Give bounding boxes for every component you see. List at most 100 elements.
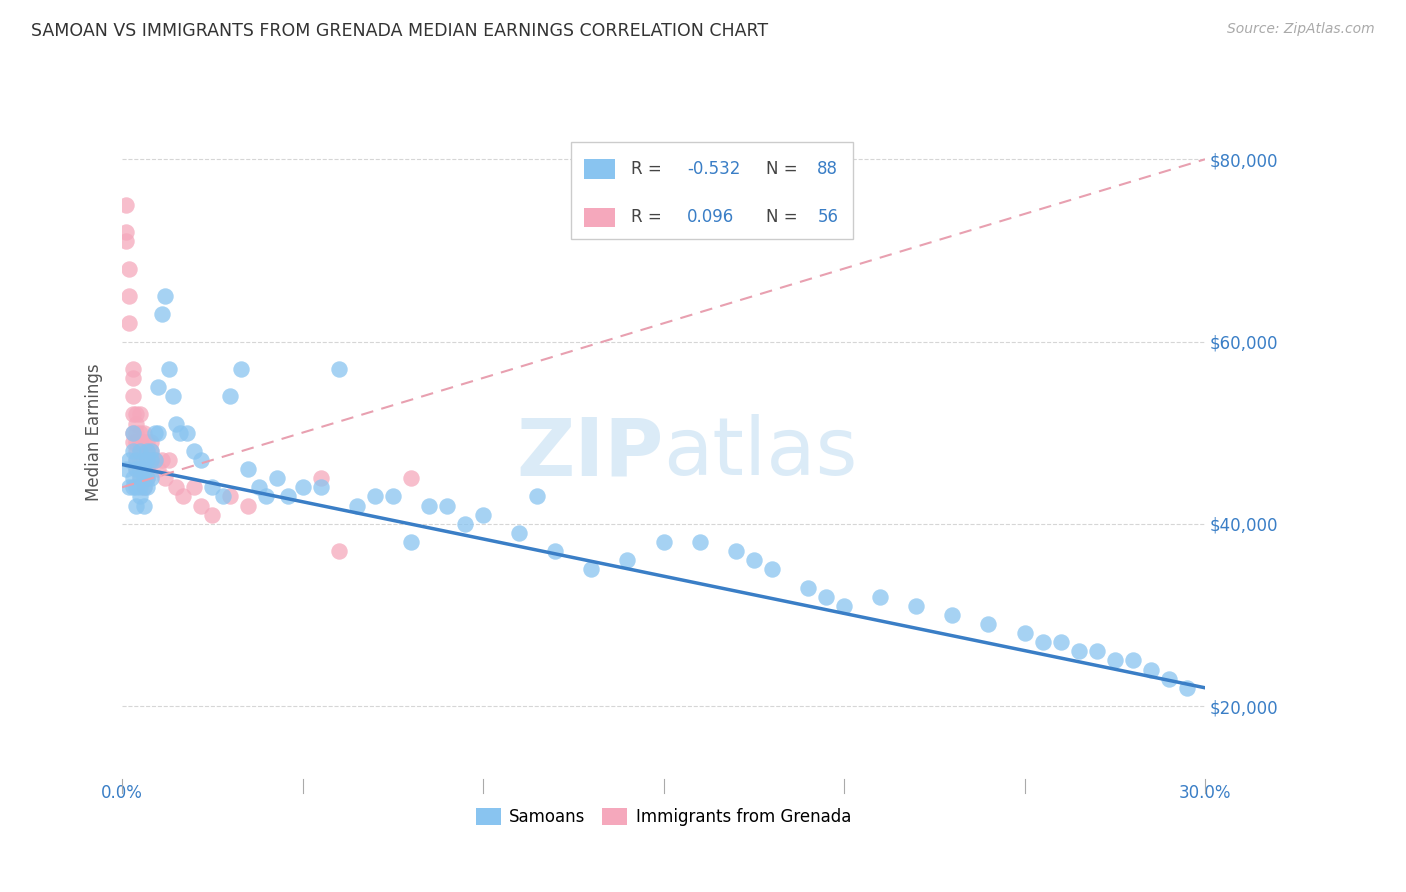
Point [129, 462, 152, 476]
Point [139, 443, 162, 458]
Point [114, 225, 136, 239]
Point [905, 599, 928, 613]
Point [122, 408, 145, 422]
Point [399, 471, 422, 485]
Point [118, 453, 141, 467]
Point [129, 453, 152, 467]
Point [309, 480, 332, 494]
Point [508, 525, 530, 540]
Point [146, 380, 169, 394]
Point [814, 590, 837, 604]
Point [165, 417, 187, 431]
Point [122, 425, 145, 440]
Point [526, 490, 548, 504]
Point [1140, 663, 1163, 677]
Point [797, 581, 820, 595]
Text: 56: 56 [817, 209, 838, 227]
Point [125, 453, 148, 467]
Point [742, 553, 765, 567]
Point [136, 462, 159, 476]
Point [132, 499, 155, 513]
Point [118, 261, 141, 276]
Point [328, 544, 350, 558]
Point [122, 425, 145, 440]
Point [132, 462, 155, 476]
Point [761, 562, 783, 576]
Point [129, 408, 152, 422]
Point [136, 434, 159, 449]
Point [309, 471, 332, 485]
Point [454, 516, 477, 531]
Point [266, 471, 288, 485]
Point [162, 389, 184, 403]
Point [132, 443, 155, 458]
Point [125, 462, 148, 476]
Point [436, 499, 458, 513]
Point [364, 490, 387, 504]
Point [146, 462, 169, 476]
Point [977, 617, 1000, 632]
Point [219, 389, 242, 403]
Point [238, 499, 260, 513]
Point [132, 434, 155, 449]
Text: R =: R = [631, 160, 666, 178]
Point [544, 544, 567, 558]
Point [143, 453, 166, 467]
Point [122, 434, 145, 449]
Point [231, 362, 253, 376]
Point [472, 508, 495, 522]
Point [122, 471, 145, 485]
Point [212, 490, 235, 504]
Text: R =: R = [631, 209, 666, 227]
Point [122, 362, 145, 376]
Point [132, 471, 155, 485]
Point [1122, 653, 1144, 667]
Point [136, 453, 159, 467]
Point [689, 535, 711, 549]
Point [125, 453, 148, 467]
Point [129, 490, 152, 504]
Point [118, 316, 141, 330]
Point [1157, 672, 1180, 686]
Point [399, 535, 422, 549]
Point [136, 471, 159, 485]
Point [346, 499, 368, 513]
Point [136, 443, 159, 458]
Point [157, 453, 180, 467]
Point [143, 425, 166, 440]
Point [247, 480, 270, 494]
Point [129, 443, 152, 458]
Point [125, 443, 148, 458]
Point [132, 480, 155, 494]
Point [1104, 653, 1126, 667]
Point [832, 599, 855, 613]
Point [1032, 635, 1054, 649]
Point [125, 480, 148, 494]
Point [132, 462, 155, 476]
Point [129, 443, 152, 458]
Point [201, 480, 224, 494]
Point [136, 471, 159, 485]
Bar [585, 208, 614, 227]
Y-axis label: Median Earnings: Median Earnings [86, 364, 103, 501]
Point [381, 490, 404, 504]
Point [122, 443, 145, 458]
Text: SAMOAN VS IMMIGRANTS FROM GRENADA MEDIAN EARNINGS CORRELATION CHART: SAMOAN VS IMMIGRANTS FROM GRENADA MEDIAN… [31, 22, 768, 40]
Point [132, 425, 155, 440]
Text: Source: ZipAtlas.com: Source: ZipAtlas.com [1227, 22, 1375, 37]
Point [125, 499, 148, 513]
Point [125, 425, 148, 440]
Point [155, 289, 177, 303]
Point [136, 453, 159, 467]
Point [616, 553, 638, 567]
Point [136, 480, 159, 494]
Point [114, 462, 136, 476]
Point [122, 389, 145, 403]
Point [136, 443, 159, 458]
Point [125, 408, 148, 422]
Point [1175, 681, 1198, 695]
Text: atlas: atlas [664, 415, 858, 492]
Text: 0.096: 0.096 [688, 209, 734, 227]
Point [155, 471, 177, 485]
Text: N =: N = [766, 160, 803, 178]
